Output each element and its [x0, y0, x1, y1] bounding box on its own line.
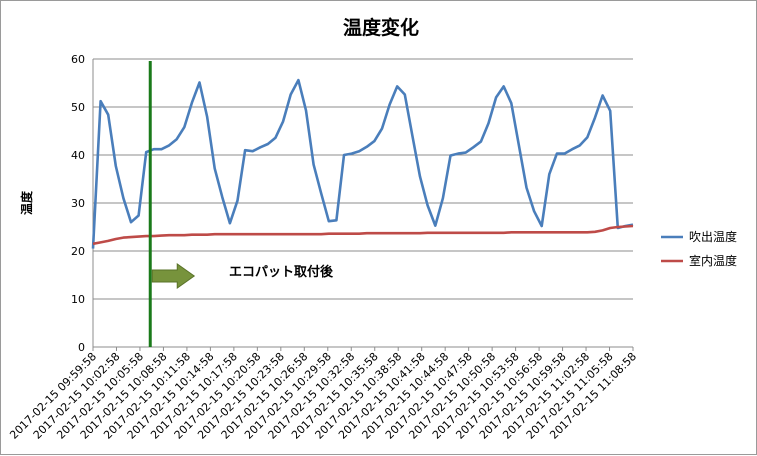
- grid-lines: [93, 58, 633, 300]
- legend-label-2: 室内温度: [689, 253, 737, 268]
- y-tick-label-20: 20: [71, 245, 85, 258]
- series-lines: [91, 78, 634, 249]
- annotation-arrow: [151, 263, 196, 289]
- series-line-1: [91, 78, 634, 249]
- y-tick-label-50: 50: [71, 101, 85, 114]
- chart-title: 温度変化: [343, 16, 419, 39]
- y-tick-label-10: 10: [71, 293, 85, 306]
- series-line-2: [92, 224, 634, 246]
- y-tick-labels: 0 10 20 30 40 50 60: [71, 53, 85, 354]
- y-tick-label-30: 30: [71, 197, 85, 210]
- y-tick-label-40: 40: [71, 149, 85, 162]
- y-tick-label-60: 60: [71, 53, 85, 66]
- annotation: エコパット取付後: [148, 61, 334, 347]
- y-tick-label-0: 0: [78, 341, 85, 354]
- annotation-label: エコパット取付後: [229, 264, 334, 280]
- y-axis-title: 温度: [19, 190, 34, 215]
- axes: [92, 59, 633, 348]
- legend-label-1: 吹出温度: [689, 229, 737, 244]
